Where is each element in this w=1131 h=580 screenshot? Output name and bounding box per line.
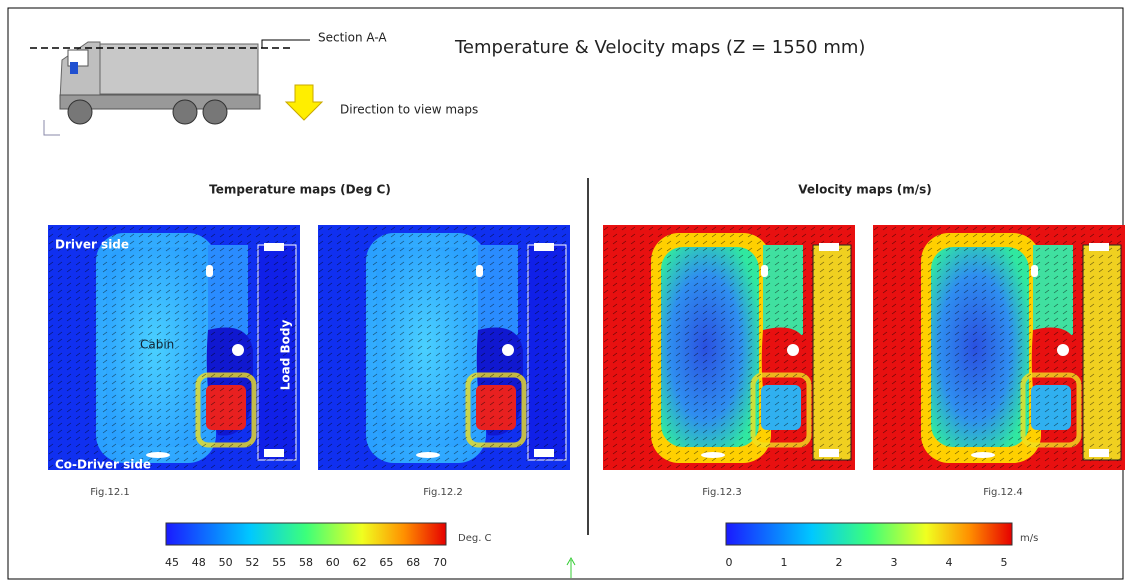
colorbar-tick: 0 [726, 556, 733, 569]
page-title: Temperature & Velocity maps (Z = 1550 mm… [454, 37, 865, 58]
obstacle [476, 265, 483, 277]
figure-caption: Fig.12.3 [702, 487, 742, 498]
flow-map [873, 225, 1125, 470]
map-label: Load Body [279, 320, 293, 391]
obstacle [1089, 449, 1109, 457]
flow-map [318, 225, 570, 470]
colorbar-tick: 3 [891, 556, 898, 569]
colorbar-tick: 48 [192, 556, 206, 569]
obstacle [701, 452, 725, 458]
colorbar-tick: 45 [165, 556, 179, 569]
maps [48, 225, 1125, 470]
flow-map [603, 225, 855, 470]
section-heading: Temperature maps (Deg C) [209, 183, 391, 197]
colorbar-tick: 58 [299, 556, 313, 569]
obstacle [1031, 265, 1038, 277]
colorbar-tick: 52 [245, 556, 259, 569]
colorbar-tick: 55 [272, 556, 286, 569]
colorbar-tick: 50 [219, 556, 233, 569]
obstacle [232, 344, 244, 356]
map-label: Cabin [140, 338, 174, 352]
colorbar-tick: 2 [836, 556, 843, 569]
obstacle [787, 344, 799, 356]
obstacle [206, 265, 213, 277]
marker-arrow [567, 558, 575, 578]
colorbar-tick: 5 [1001, 556, 1008, 569]
figure-page: Section A-A Temperature & Velocity maps … [0, 0, 1131, 580]
obstacle [534, 243, 554, 251]
colorbar-tick: 4 [946, 556, 953, 569]
vector-field [873, 225, 1125, 470]
map-label: Co-Driver side [55, 458, 151, 472]
obstacle [502, 344, 514, 356]
colorbar-tick: 65 [379, 556, 393, 569]
obstacle [1057, 344, 1069, 356]
obstacle [264, 243, 284, 251]
figure-caption: Fig.12.2 [423, 487, 463, 498]
colorbar-tick: 62 [353, 556, 367, 569]
colorbar-tick: 70 [433, 556, 447, 569]
section-label: Section A-A [318, 31, 387, 45]
figure-caption: Fig.12.4 [983, 487, 1023, 498]
colorbar-unit: Deg. C [458, 533, 492, 544]
colorbar [166, 523, 446, 545]
obstacle [534, 449, 554, 457]
direction-label: Direction to view maps [340, 103, 478, 117]
obstacle [819, 449, 839, 457]
view-arrow [286, 85, 322, 120]
section-heading: Velocity maps (m/s) [798, 183, 932, 197]
obstacle [761, 265, 768, 277]
obstacle [971, 452, 995, 458]
map-label: Driver side [55, 238, 129, 252]
colorbar-tick: 60 [326, 556, 340, 569]
obstacle [264, 449, 284, 457]
colorbar-tick: 1 [781, 556, 788, 569]
obstacle [416, 452, 440, 458]
colorbar-tick: 68 [406, 556, 420, 569]
truck-sketch [30, 40, 310, 135]
colorbar [726, 523, 1012, 545]
obstacle [1089, 243, 1109, 251]
figure-caption: Fig.12.1 [90, 487, 130, 498]
obstacle [819, 243, 839, 251]
vector-field [603, 225, 855, 470]
vector-field [318, 225, 570, 470]
colorbar-unit: m/s [1020, 533, 1038, 544]
